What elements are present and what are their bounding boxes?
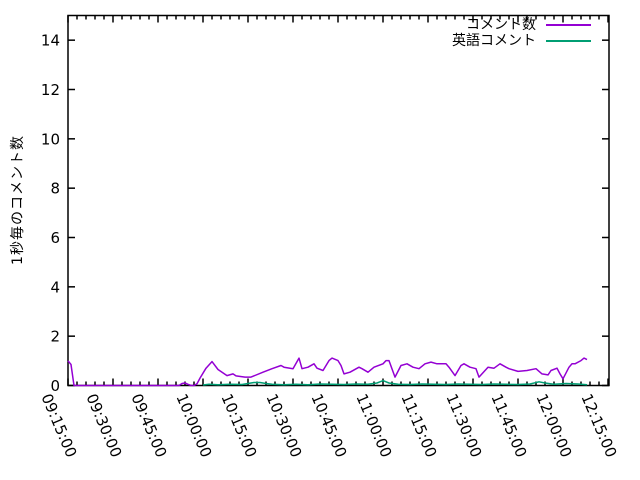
legend: コメント数 英語コメント (452, 17, 591, 49)
y-tick-label: 10 (41, 130, 60, 148)
legend-label-english-comments: 英語コメント (452, 33, 536, 49)
y-tick-label: 12 (41, 81, 60, 99)
y-tick-label: 14 (41, 32, 60, 50)
y-tick-label: 0 (50, 377, 60, 395)
legend-line-sample-green-icon (546, 40, 591, 42)
legend-entry-english-comments: 英語コメント (452, 33, 591, 49)
y-tick-label: 8 (50, 180, 60, 198)
y-tick-label: 6 (50, 229, 60, 247)
series-line-1 (202, 379, 588, 386)
y-tick-label: 4 (50, 278, 60, 296)
legend-label-comments: コメント数 (466, 17, 536, 33)
series-line-0 (67, 357, 588, 387)
y-tick-label: 2 (50, 328, 60, 346)
legend-line-sample-purple-icon (546, 24, 591, 26)
legend-entry-comments: コメント数 (452, 17, 591, 33)
y-axis-title: 1秒毎のコメント数 (10, 135, 26, 265)
